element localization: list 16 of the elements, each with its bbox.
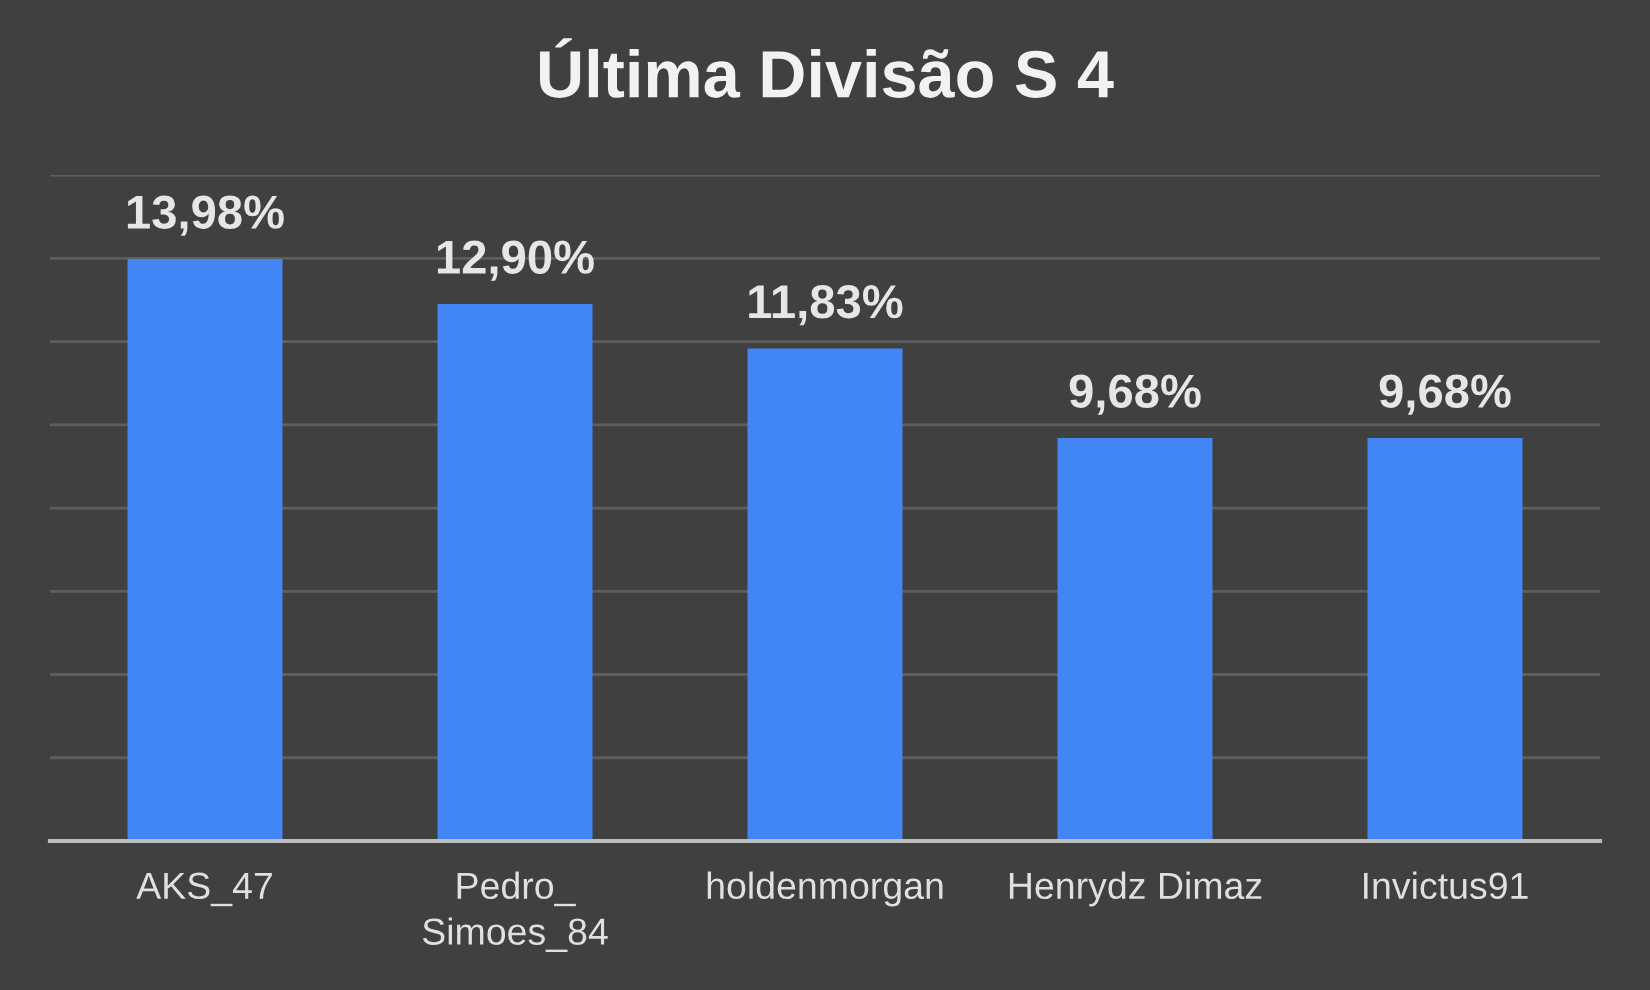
x-tick-label: Henrydz Dimaz xyxy=(1009,871,1262,907)
bar xyxy=(1367,438,1523,842)
x-tick-label: Pedro_ Simoes_84 xyxy=(422,871,608,953)
data-label: 9,68% xyxy=(1379,374,1511,415)
data-label: 11,83% xyxy=(749,284,903,326)
bar xyxy=(437,304,593,842)
bar xyxy=(127,259,283,842)
x-tick-label: Invictus91 xyxy=(1364,871,1528,900)
x-tick-label: AKS_47 xyxy=(136,872,272,907)
data-label: 13,98% xyxy=(127,195,284,236)
x-tick-label: holdenmorgan xyxy=(707,871,943,907)
chart-title: Última Divisão S 4 xyxy=(540,38,1114,98)
data-label: 12,90% xyxy=(437,240,594,281)
bar xyxy=(747,348,903,842)
data-label: 9,68% xyxy=(1069,374,1201,415)
bar xyxy=(1057,438,1213,842)
